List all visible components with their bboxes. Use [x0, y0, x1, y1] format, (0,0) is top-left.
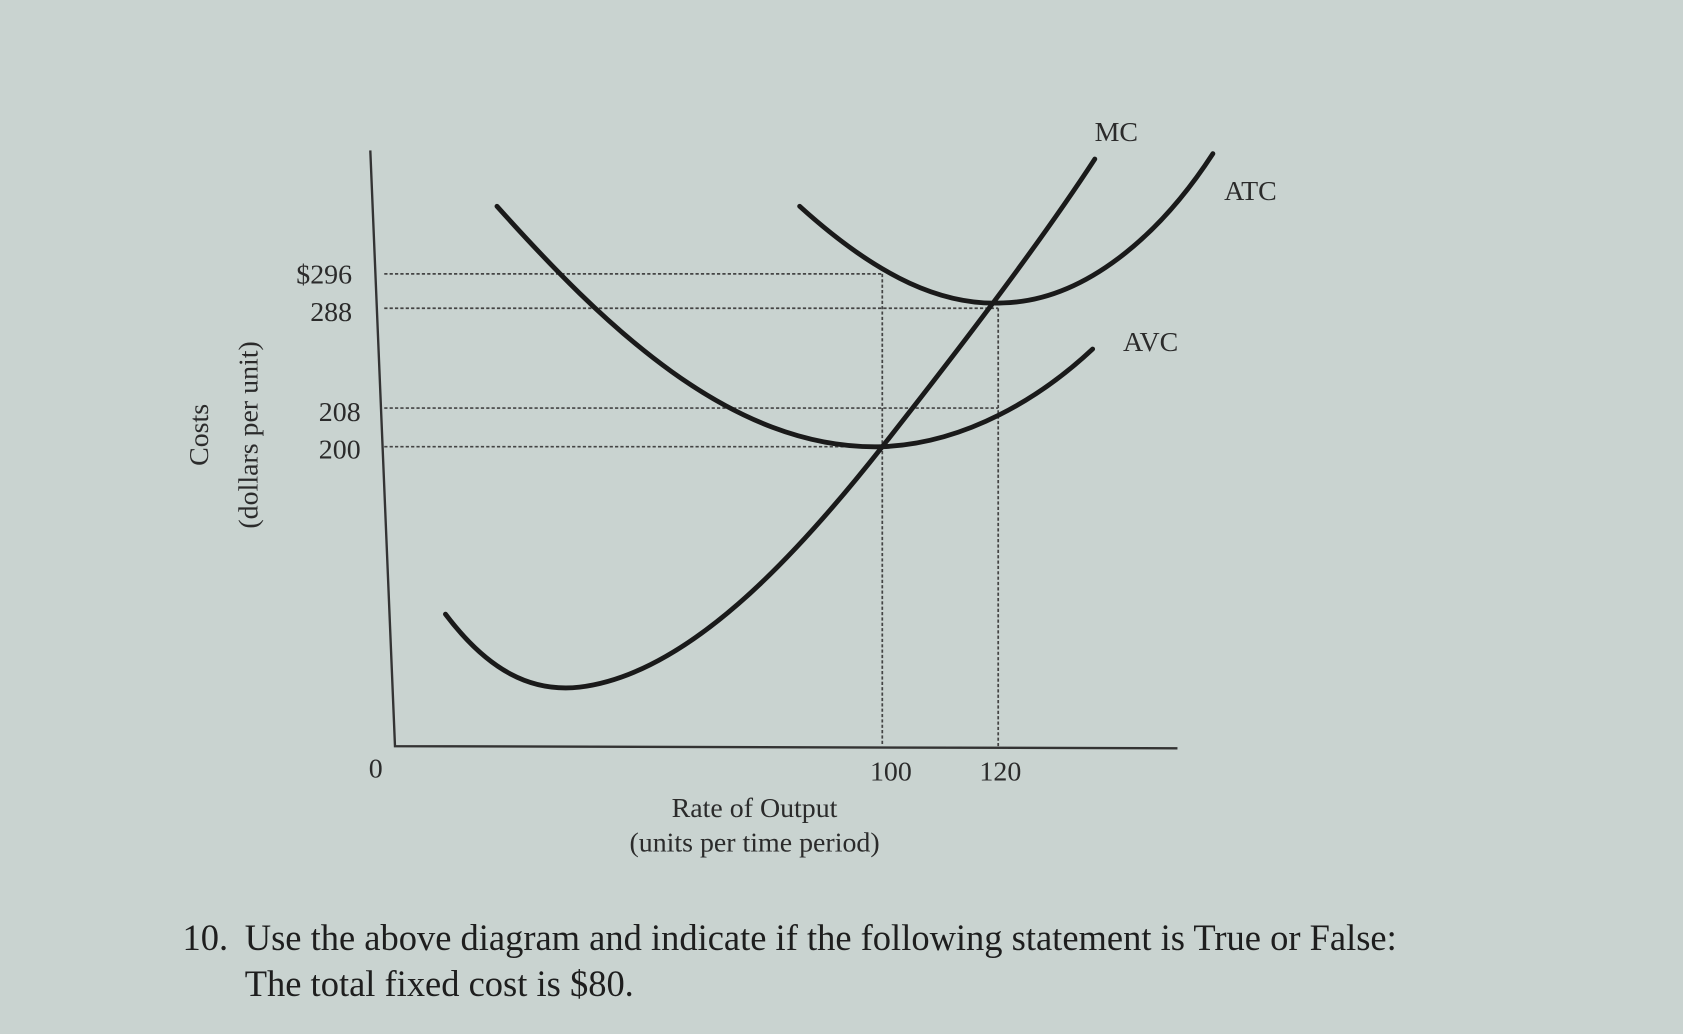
question-number: 10.	[182, 917, 228, 958]
x-axis-subtitle: (units per time period)	[629, 827, 879, 858]
curve-label: MC	[1095, 117, 1138, 148]
x-tick-label: 100	[870, 757, 912, 788]
y-tick-label: 208	[319, 397, 361, 428]
x-axis-title: Rate of Output	[672, 793, 838, 824]
question-text: The total fixed cost is $80.	[245, 963, 634, 1004]
atc-curve	[797, 151, 1216, 306]
curve-label: ATC	[1224, 176, 1277, 207]
y-tick-label: 200	[319, 435, 361, 466]
curve-label: AVC	[1123, 327, 1178, 358]
axes	[369, 150, 1178, 750]
x-tick-label: 0	[369, 753, 383, 784]
guide-lines	[384, 273, 1000, 747]
y-tick-label: 288	[310, 297, 352, 328]
y-axis-subtitle: (dollars per unit)	[234, 341, 265, 528]
y-axis-title: Costs	[184, 404, 215, 466]
y-tick-label: $296	[296, 260, 352, 291]
question-text: Use the above diagram and indicate if th…	[245, 917, 1397, 958]
avc-curve	[494, 203, 1096, 450]
x-tick-label: 120	[979, 757, 1021, 788]
